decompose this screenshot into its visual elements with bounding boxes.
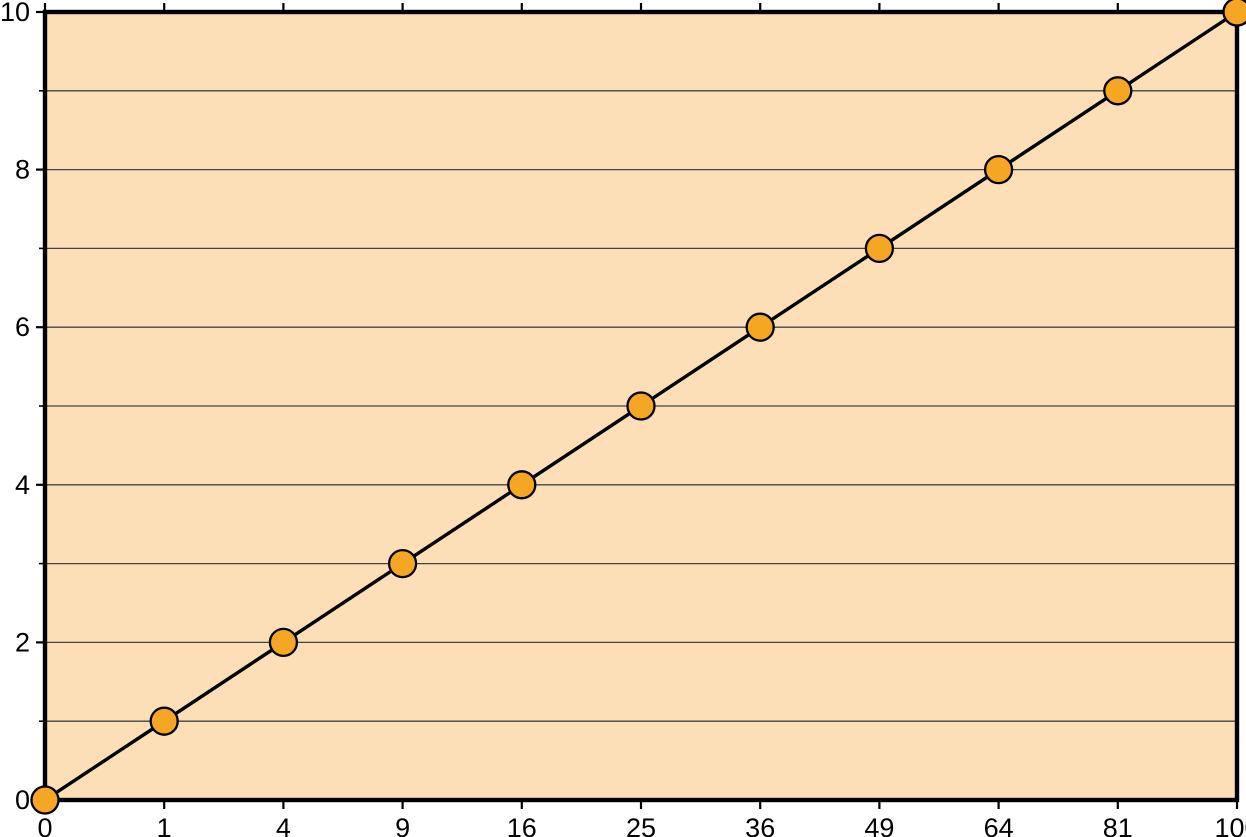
svg-text:4: 4 xyxy=(276,813,291,837)
svg-text:100: 100 xyxy=(1214,813,1246,837)
svg-text:49: 49 xyxy=(864,813,894,837)
svg-text:16: 16 xyxy=(507,813,537,837)
svg-text:9: 9 xyxy=(395,813,410,837)
svg-text:2: 2 xyxy=(15,627,30,657)
svg-text:0: 0 xyxy=(15,785,30,815)
svg-text:0: 0 xyxy=(37,813,52,837)
svg-text:4: 4 xyxy=(15,470,30,500)
svg-text:81: 81 xyxy=(1103,813,1133,837)
svg-text:10: 10 xyxy=(0,0,30,27)
svg-text:64: 64 xyxy=(984,813,1014,837)
svg-text:36: 36 xyxy=(745,813,775,837)
svg-text:8: 8 xyxy=(15,155,30,185)
svg-text:25: 25 xyxy=(626,813,656,837)
svg-text:6: 6 xyxy=(15,312,30,342)
svg-text:1: 1 xyxy=(157,813,172,837)
